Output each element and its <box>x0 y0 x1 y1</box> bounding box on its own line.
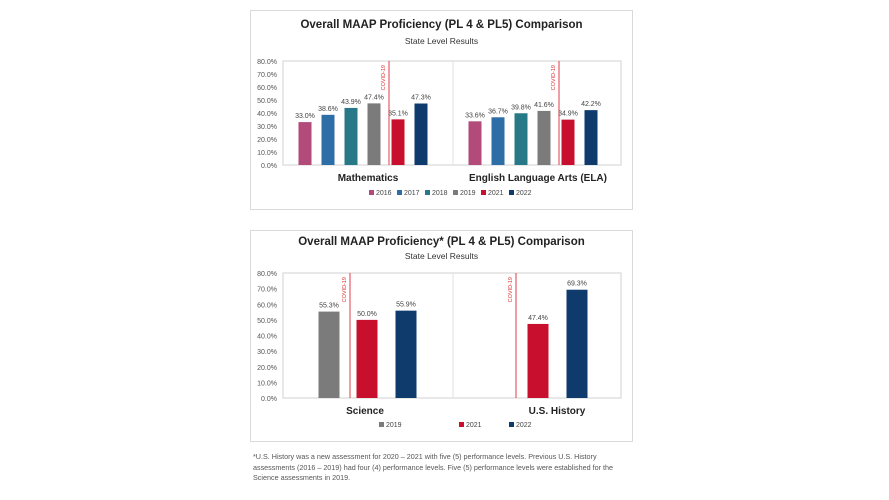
chart-subtitle: State Level Results <box>404 36 479 46</box>
legend-swatch-2019 <box>453 190 458 195</box>
bar-2018 <box>514 113 528 165</box>
y-tick-label: 10.0% <box>257 380 277 387</box>
bar-2019 <box>318 311 340 398</box>
y-tick-label: 70.0% <box>257 287 277 294</box>
covid-annotation: COVID-19 <box>342 277 348 302</box>
legend-label: 2019 <box>460 190 476 197</box>
y-tick-label: 80.0% <box>257 59 277 66</box>
y-tick-label: 20.0% <box>257 137 277 144</box>
data-label: 35.1% <box>388 110 408 117</box>
legend-label: 2018 <box>432 190 448 197</box>
y-tick-label: 40.0% <box>257 111 277 118</box>
legend-label: 2019 <box>386 422 402 429</box>
chart-title: Overall MAAP Proficiency* (PL 4 & PL5) C… <box>298 236 585 248</box>
bar-2021 <box>527 323 549 398</box>
bar-2021 <box>356 319 378 398</box>
y-tick-label: 30.0% <box>257 124 277 131</box>
legend-label: 2022 <box>516 190 532 197</box>
chart-subtitle: State Level Results <box>404 251 479 261</box>
bar-2017 <box>321 114 335 165</box>
bar-2021 <box>391 119 405 165</box>
legend-swatch-2022 <box>509 190 514 195</box>
legend-label: 2017 <box>404 190 420 197</box>
bar-2019 <box>367 103 381 165</box>
chart-title: Overall MAAP Proficiency (PL 4 & PL5) Co… <box>300 19 583 31</box>
data-label: 41.6% <box>534 102 554 109</box>
y-tick-label: 60.0% <box>257 302 277 309</box>
data-label: 47.4% <box>364 94 384 101</box>
y-tick-label: 0.0% <box>261 163 277 170</box>
covid-annotation: COVID-19 <box>508 277 514 302</box>
bar-2018 <box>344 107 358 165</box>
data-label: 42.2% <box>581 101 601 108</box>
bar-2016 <box>298 122 312 165</box>
data-label: 38.6% <box>318 106 338 113</box>
legend-swatch-2017 <box>397 190 402 195</box>
category-label: U.S. History <box>529 406 586 417</box>
chart-panel-math-ela: Overall MAAP Proficiency (PL 4 & PL5) Co… <box>250 10 633 210</box>
legend-label: 2021 <box>488 190 504 197</box>
legend-swatch-2019 <box>379 422 384 427</box>
legend-label: 2021 <box>466 422 482 429</box>
data-label: 33.6% <box>465 112 485 119</box>
y-tick-label: 0.0% <box>261 396 277 403</box>
data-label: 50.0% <box>357 311 377 318</box>
plot-area <box>282 60 622 166</box>
covid-annotation: COVID-19 <box>381 65 387 90</box>
data-label: 47.3% <box>411 95 431 102</box>
legend-swatch-2021 <box>459 422 464 427</box>
y-tick-label: 10.0% <box>257 150 277 157</box>
data-label: 43.9% <box>341 99 361 106</box>
legend-swatch-2018 <box>425 190 430 195</box>
bar-2022 <box>584 110 598 165</box>
data-label: 36.7% <box>488 108 508 115</box>
bar-2021 <box>561 119 575 165</box>
bar-2016 <box>468 121 482 165</box>
data-label: 55.9% <box>396 302 416 309</box>
category-label: English Language Arts (ELA) <box>469 173 607 184</box>
bar-2019 <box>537 110 551 165</box>
y-tick-label: 50.0% <box>257 98 277 105</box>
bar-chart-math-ela: 0.0% 10.0% 20.0% 30.0% 40.0% 50.0% 60.0% 70.0% 8… <box>257 59 622 197</box>
bar-chart-science-history: 0.0% 10.0% 20.0% 30.0% 40.0% 50.0% 60.0% 70.0% 8… <box>257 271 622 429</box>
chart-panel-science-history: Overall MAAP Proficiency* (PL 4 & PL5) C… <box>250 230 633 442</box>
y-tick-label: 30.0% <box>257 349 277 356</box>
legend-swatch-2016 <box>369 190 374 195</box>
legend-label: 2022 <box>516 422 532 429</box>
category-label: Science <box>346 406 384 417</box>
data-label: 39.8% <box>511 104 531 111</box>
bar-2022 <box>395 310 417 398</box>
y-tick-label: 70.0% <box>257 72 277 79</box>
data-label: 47.4% <box>528 315 548 322</box>
legend-swatch-2022 <box>509 422 514 427</box>
data-label: 34.9% <box>558 111 578 118</box>
y-tick-label: 40.0% <box>257 334 277 341</box>
covid-annotation: COVID-19 <box>551 65 557 90</box>
category-label: Mathematics <box>338 173 399 184</box>
bar-2022 <box>414 103 428 165</box>
footnote: *U.S. History was a new assessment for 2… <box>253 452 613 482</box>
legend-swatch-2021 <box>481 190 486 195</box>
plot-area <box>282 272 622 399</box>
bar-2022 <box>566 289 588 398</box>
y-tick-label: 60.0% <box>257 85 277 92</box>
y-tick-label: 20.0% <box>257 365 277 372</box>
data-label: 69.3% <box>567 281 587 288</box>
data-label: 33.0% <box>295 113 315 120</box>
y-tick-label: 80.0% <box>257 271 277 278</box>
y-tick-label: 50.0% <box>257 318 277 325</box>
data-label: 55.3% <box>319 303 339 310</box>
bar-2017 <box>491 117 505 165</box>
legend-label: 2016 <box>376 190 392 197</box>
